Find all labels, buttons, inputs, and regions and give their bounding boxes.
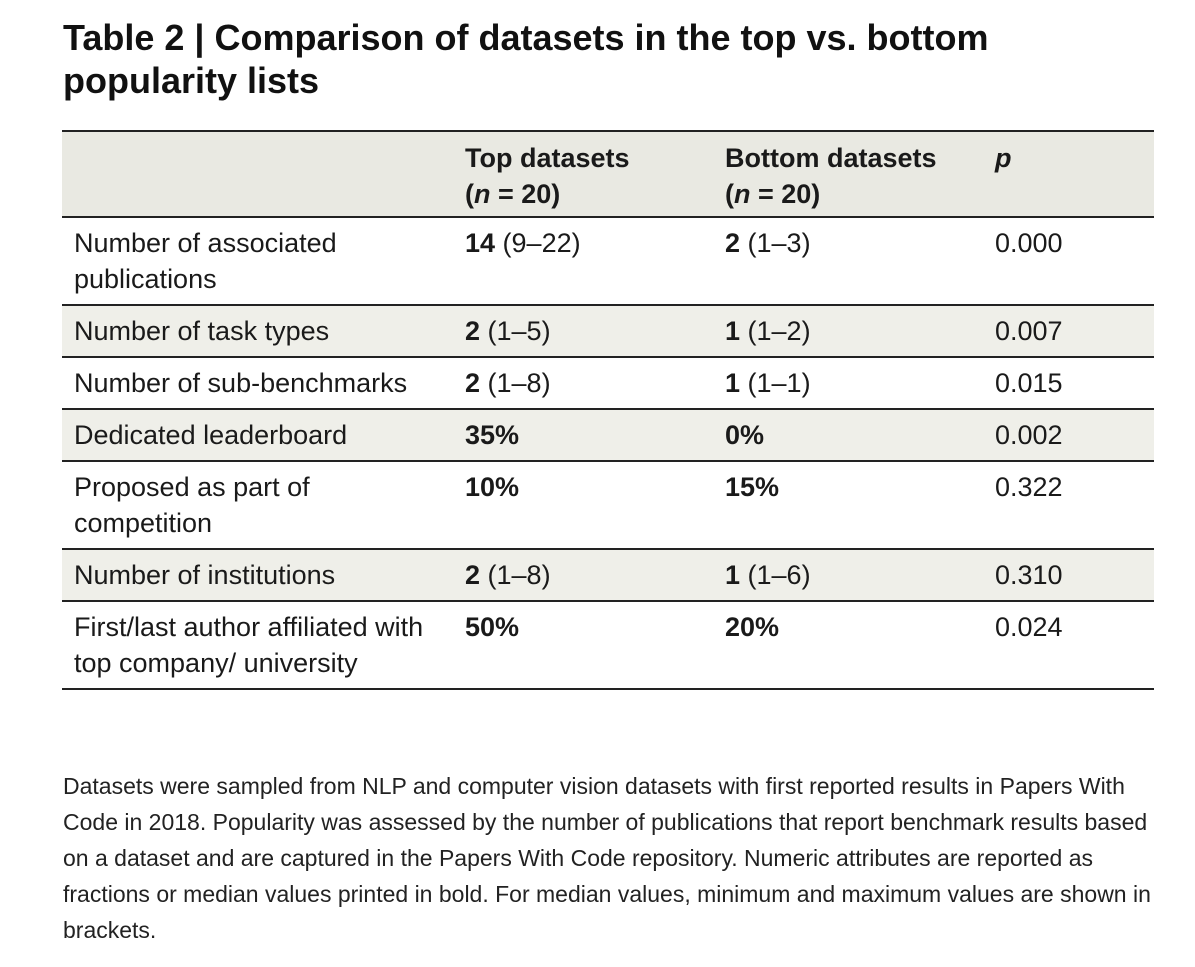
bottom-datasets-value: 15% [713,461,983,549]
bottom-datasets-value: 1 (1–2) [713,305,983,357]
bottom-datasets-value: 20% [713,601,983,689]
top-datasets-value-median: 2 [465,560,480,590]
top-datasets-value-range: (1–8) [480,560,551,590]
top-datasets-value-median: 10% [465,472,519,502]
header-top-datasets: Top datasets (n = 20) [453,131,713,217]
table-body: Number of associated publications 14 (9–2… [62,217,1154,689]
bottom-datasets-value-median: 1 [725,560,740,590]
p-value: 0.000 [983,217,1154,305]
top-datasets-value-median: 2 [465,368,480,398]
table-row: Dedicated leaderboard 35% 0% 0.002 [62,409,1154,461]
top-datasets-value: 14 (9–22) [453,217,713,305]
row-label: Number of task types [62,305,453,357]
top-datasets-value-median: 50% [465,612,519,642]
bottom-datasets-value-median: 1 [725,316,740,346]
comparison-table-container: Top datasets (n = 20) Bottom datasets (n… [62,130,1154,690]
top-datasets-value-range: (9–22) [495,228,581,258]
top-datasets-value-median: 35% [465,420,519,450]
top-datasets-value-range: (1–5) [480,316,551,346]
top-datasets-value: 2 (1–5) [453,305,713,357]
row-label: Proposed as part of competition [62,461,453,549]
bottom-datasets-value: 2 (1–3) [713,217,983,305]
table-row: First/last author affiliated with top co… [62,601,1154,689]
p-value: 0.322 [983,461,1154,549]
table-row: Proposed as part of competition 10% 15% 0.3… [62,461,1154,549]
bottom-datasets-value-range: (1–3) [740,228,811,258]
top-datasets-value-median: 2 [465,316,480,346]
header-empty-cell [62,131,453,217]
bottom-datasets-value-range: (1–6) [740,560,811,590]
top-datasets-value: 2 (1–8) [453,357,713,409]
header-p-value: p [983,131,1154,217]
p-value: 0.015 [983,357,1154,409]
table-row: Number of associated publications 14 (9–2… [62,217,1154,305]
row-label: First/last author affiliated with top co… [62,601,453,689]
p-value: 0.007 [983,305,1154,357]
top-datasets-value: 2 (1–8) [453,549,713,601]
p-value: 0.024 [983,601,1154,689]
bottom-datasets-value-median: 0% [725,420,764,450]
bottom-datasets-value: 1 (1–6) [713,549,983,601]
bottom-datasets-value-range: (1–2) [740,316,811,346]
top-datasets-value-range: (1–8) [480,368,551,398]
table-caption: Datasets were sampled from NLP and compu… [63,768,1163,948]
header-bottom-datasets: Bottom datasets (n = 20) [713,131,983,217]
top-datasets-value: 50% [453,601,713,689]
bottom-datasets-value-median: 20% [725,612,779,642]
bottom-datasets-value-median: 15% [725,472,779,502]
n-symbol: n [474,179,491,209]
top-datasets-value: 10% [453,461,713,549]
bottom-datasets-value-median: 1 [725,368,740,398]
row-label: Number of institutions [62,549,453,601]
table-row: Number of task types 2 (1–5) 1 (1–2) 0.007 [62,305,1154,357]
table-title: Table 2 | Comparison of datasets in the … [63,16,1123,102]
top-datasets-value-median: 14 [465,228,495,258]
bottom-datasets-value: 0% [713,409,983,461]
bottom-datasets-value-range: (1–1) [740,368,811,398]
table-header-row: Top datasets (n = 20) Bottom datasets (n… [62,131,1154,217]
top-datasets-value: 35% [453,409,713,461]
comparison-table: Top datasets (n = 20) Bottom datasets (n… [62,130,1154,690]
bottom-datasets-value: 1 (1–1) [713,357,983,409]
p-value: 0.002 [983,409,1154,461]
p-value: 0.310 [983,549,1154,601]
row-label: Number of associated publications [62,217,453,305]
bottom-datasets-value-median: 2 [725,228,740,258]
row-label: Dedicated leaderboard [62,409,453,461]
table-row: Number of sub-benchmarks 2 (1–8) 1 (1–1) 0.… [62,357,1154,409]
row-label: Number of sub-benchmarks [62,357,453,409]
n-symbol: n [734,179,751,209]
table-row: Number of institutions 2 (1–8) 1 (1–6) 0.31… [62,549,1154,601]
